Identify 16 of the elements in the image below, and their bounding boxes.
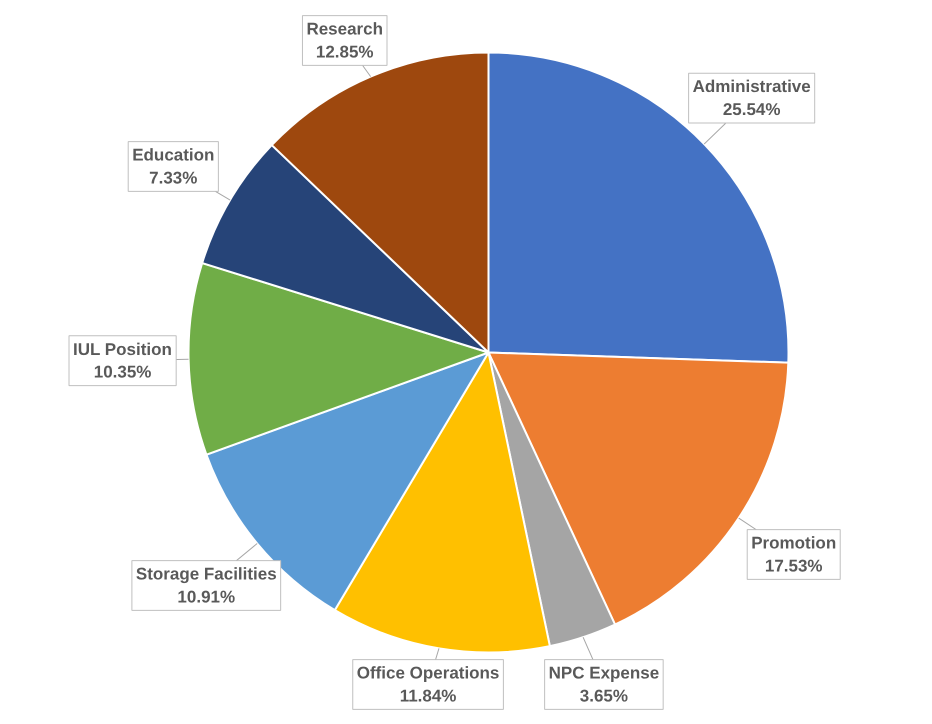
data-label: 7.33% [149, 168, 198, 188]
slice-label: IUL Position [73, 340, 172, 359]
data-label: 10.91% [177, 587, 236, 606]
slice-label: Administrative [692, 77, 811, 96]
data-label: 17.53% [764, 556, 823, 576]
slice-label: Office Operations [356, 664, 500, 683]
data-label: 10.35% [94, 362, 152, 382]
data-label: 3.65% [580, 686, 628, 706]
slice-label: Storage Facilities [136, 564, 277, 584]
data-label: 12.85% [316, 42, 374, 62]
slice-label: Education [132, 146, 214, 165]
slice-label: NPC Expense [548, 664, 660, 683]
slice-label: Research [306, 20, 384, 39]
data-label: 25.54% [722, 100, 780, 120]
data-label: 11.84% [400, 686, 456, 706]
slice-label: Promotion [751, 534, 836, 553]
